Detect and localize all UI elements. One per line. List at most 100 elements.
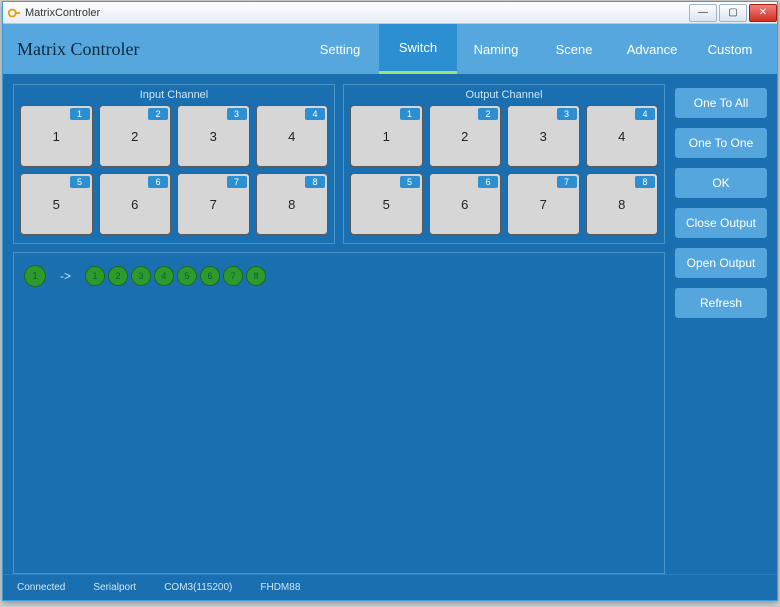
input-channel-label: 5 <box>53 197 60 212</box>
one-to-one-button[interactable]: One To One <box>675 128 767 158</box>
ok-button[interactable]: OK <box>675 168 767 198</box>
mapping-target-circle[interactable]: 4 <box>154 266 174 286</box>
mapping-target-circle[interactable]: 3 <box>131 266 151 286</box>
mapping-target-circle[interactable]: 7 <box>223 266 243 286</box>
mapping-target-circles: 12345678 <box>85 266 266 286</box>
app-title: Matrix Controler <box>11 39 139 60</box>
mapping-target-circle[interactable]: 2 <box>108 266 128 286</box>
output-channel-badge: 5 <box>400 176 420 188</box>
input-channel-badge: 4 <box>305 108 325 120</box>
input-channel-grid: 1122334455667788 <box>20 105 328 235</box>
output-channel-badge: 4 <box>635 108 655 120</box>
mapping-row: 1 -> 12345678 <box>24 265 654 287</box>
input-channel-button[interactable]: 33 <box>177 105 250 167</box>
input-channel-button[interactable]: 88 <box>256 173 329 235</box>
close-button[interactable]: ✕ <box>749 4 777 22</box>
mapping-target-circle[interactable]: 8 <box>246 266 266 286</box>
window-title: MatrixControler <box>25 7 100 19</box>
status-device: FHDM88 <box>260 582 300 593</box>
output-channel-button[interactable]: 77 <box>507 173 580 235</box>
input-channel-badge: 8 <box>305 176 325 188</box>
status-bar: Connected Serialport COM3(115200) FHDM88 <box>3 574 777 600</box>
mapping-target-circle[interactable]: 1 <box>85 266 105 286</box>
mapping-target-circle[interactable]: 6 <box>200 266 220 286</box>
input-channel-button[interactable]: 55 <box>20 173 93 235</box>
output-channel-badge: 3 <box>557 108 577 120</box>
close-output-button[interactable]: Close Output <box>675 208 767 238</box>
input-channel-label: 3 <box>210 129 217 144</box>
tab-switch[interactable]: Switch <box>379 24 457 74</box>
tab-custom[interactable]: Custom <box>691 24 769 74</box>
output-channel-button[interactable]: 33 <box>507 105 580 167</box>
channel-panels-row: Input Channel 1122334455667788 Output Ch… <box>13 84 665 244</box>
input-channel-label: 1 <box>53 129 60 144</box>
output-channel-badge: 1 <box>400 108 420 120</box>
input-channel-button[interactable]: 44 <box>256 105 329 167</box>
input-channel-badge: 3 <box>227 108 247 120</box>
window-controls: — ▢ ✕ <box>687 4 777 22</box>
output-channel-badge: 2 <box>478 108 498 120</box>
topbar: Matrix Controler SettingSwitchNamingScen… <box>3 24 777 74</box>
input-channel-title: Input Channel <box>20 89 328 101</box>
status-connection: Connected <box>17 582 65 593</box>
status-port-type: Serialport <box>93 582 136 593</box>
output-channel-button[interactable]: 55 <box>350 173 423 235</box>
input-channel-label: 7 <box>210 197 217 212</box>
app-body: Matrix Controler SettingSwitchNamingScen… <box>3 24 777 600</box>
input-channel-panel: Input Channel 1122334455667788 <box>13 84 335 244</box>
left-column: Input Channel 1122334455667788 Output Ch… <box>13 84 665 574</box>
output-channel-button[interactable]: 44 <box>586 105 659 167</box>
output-channel-panel: Output Channel 1122334455667788 <box>343 84 665 244</box>
output-channel-label: 4 <box>618 129 625 144</box>
tab-strip: SettingSwitchNamingSceneAdvanceCustom <box>301 24 769 74</box>
output-channel-badge: 6 <box>478 176 498 188</box>
input-channel-button[interactable]: 66 <box>99 173 172 235</box>
output-channel-label: 6 <box>461 197 468 212</box>
input-channel-button[interactable]: 11 <box>20 105 93 167</box>
mapping-target-circle[interactable]: 5 <box>177 266 197 286</box>
output-channel-grid: 1122334455667788 <box>350 105 658 235</box>
output-channel-badge: 7 <box>557 176 577 188</box>
titlebar: MatrixControler — ▢ ✕ <box>3 2 777 24</box>
side-button-column: One To All One To One OK Close Output Open O… <box>675 84 767 574</box>
tab-advance[interactable]: Advance <box>613 24 691 74</box>
output-channel-label: 8 <box>618 197 625 212</box>
app-window: MatrixControler — ▢ ✕ Matrix Controler S… <box>2 1 778 601</box>
input-channel-badge: 6 <box>148 176 168 188</box>
app-icon <box>7 6 21 20</box>
output-channel-label: 2 <box>461 129 468 144</box>
main-area: Input Channel 1122334455667788 Output Ch… <box>3 74 777 574</box>
input-channel-badge: 5 <box>70 176 90 188</box>
input-channel-label: 8 <box>288 197 295 212</box>
input-channel-button[interactable]: 77 <box>177 173 250 235</box>
open-output-button[interactable]: Open Output <box>675 248 767 278</box>
output-channel-label: 1 <box>383 129 390 144</box>
output-channel-label: 7 <box>540 197 547 212</box>
one-to-all-button[interactable]: One To All <box>675 88 767 118</box>
output-channel-button[interactable]: 22 <box>429 105 502 167</box>
input-channel-label: 6 <box>131 197 138 212</box>
minimize-button[interactable]: — <box>689 4 717 22</box>
tab-scene[interactable]: Scene <box>535 24 613 74</box>
output-channel-button[interactable]: 11 <box>350 105 423 167</box>
input-channel-button[interactable]: 22 <box>99 105 172 167</box>
output-channel-button[interactable]: 88 <box>586 173 659 235</box>
mapping-source-circle[interactable]: 1 <box>24 265 46 287</box>
tab-naming[interactable]: Naming <box>457 24 535 74</box>
mapping-panel: 1 -> 12345678 <box>13 252 665 574</box>
output-channel-button[interactable]: 66 <box>429 173 502 235</box>
input-channel-label: 4 <box>288 129 295 144</box>
output-channel-label: 5 <box>383 197 390 212</box>
refresh-button[interactable]: Refresh <box>675 288 767 318</box>
tab-setting[interactable]: Setting <box>301 24 379 74</box>
input-channel-badge: 7 <box>227 176 247 188</box>
input-channel-label: 2 <box>131 129 138 144</box>
output-channel-badge: 8 <box>635 176 655 188</box>
output-channel-title: Output Channel <box>350 89 658 101</box>
status-port-detail: COM3(115200) <box>164 582 232 593</box>
maximize-button[interactable]: ▢ <box>719 4 747 22</box>
input-channel-badge: 1 <box>70 108 90 120</box>
mapping-arrow: -> <box>54 269 77 283</box>
output-channel-label: 3 <box>540 129 547 144</box>
input-channel-badge: 2 <box>148 108 168 120</box>
